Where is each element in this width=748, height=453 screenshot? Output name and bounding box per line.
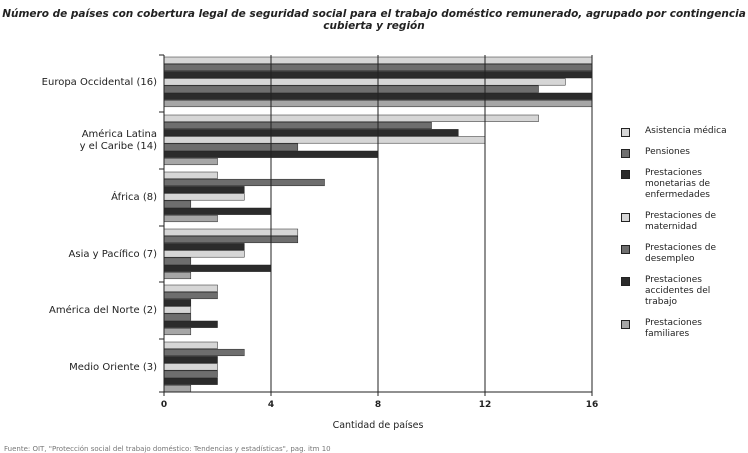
legend-label: Prestaciones de desempleo [645, 243, 717, 264]
x-tick-label: 12 [479, 400, 492, 410]
bar [163, 299, 192, 307]
legend-label: Prestaciones accidentes del trabajo [645, 275, 711, 307]
grid-layer [270, 55, 593, 392]
axis-layer [159, 54, 593, 396]
legend-item: Asistencia médica [621, 126, 745, 137]
bar [163, 271, 192, 280]
legend-item: Prestaciones accidentes del trabajo [621, 275, 745, 308]
bar [163, 291, 218, 300]
legend-label: Prestaciones de maternidad [645, 211, 717, 232]
legend: Asistencia médica Pensiones Prestaciones m… [621, 126, 745, 340]
bar [163, 178, 325, 187]
category-label: Asia y Pacífico (7) [69, 248, 158, 260]
bar [163, 186, 245, 194]
bar [163, 78, 566, 86]
bar [163, 85, 539, 93]
category-label: América del Norte (2) [49, 304, 157, 316]
bar [163, 114, 539, 122]
legend-label: Pensiones [645, 147, 690, 157]
legend-item: Prestaciones de desempleo [621, 243, 745, 265]
category-label: América Latina y el Caribe (14) [80, 128, 158, 152]
legend-item: Prestaciones familiares [621, 318, 745, 340]
source-note: Fuente: OIT, "Protección social del trab… [4, 445, 331, 453]
legend-label: Prestaciones monetarias de enfermedades [645, 168, 711, 200]
chart-title: Número de países con cobertura legal de … [2, 8, 746, 32]
legend-swatch [621, 149, 630, 158]
category-label: Europa Occidental (16) [42, 77, 157, 88]
bar [163, 384, 192, 393]
bar [163, 341, 218, 349]
legend-swatch [621, 320, 630, 329]
legend-swatch [621, 128, 630, 137]
bar [163, 121, 432, 130]
legend-swatch [621, 213, 630, 222]
x-tick-label: 16 [586, 400, 599, 410]
legend-swatch [621, 277, 630, 286]
bar [163, 327, 192, 336]
bar [163, 171, 218, 179]
bar [163, 313, 192, 321]
bar [163, 264, 272, 272]
bar [163, 377, 218, 385]
bar [163, 235, 299, 244]
labels-layer: 0 4 8 12 16 Cantidad de países Europa Occident… [42, 77, 599, 431]
legend-label: Prestaciones familiares [645, 318, 702, 339]
bar [163, 306, 192, 314]
bar [163, 193, 245, 201]
category-label: Medio Oriente (3) [69, 362, 157, 373]
legend-item: Pensiones [621, 147, 745, 158]
legend-item: Prestaciones monetarias de enfermedades [621, 168, 745, 201]
category-label: África (8) [111, 190, 157, 203]
bar [163, 243, 245, 251]
bar [163, 348, 245, 357]
bar [163, 257, 192, 265]
bar [163, 136, 486, 144]
bar [163, 370, 218, 378]
bar [163, 129, 459, 137]
bar [163, 200, 192, 208]
x-tick-label: 4 [268, 400, 274, 410]
x-tick-label: 0 [161, 400, 167, 410]
x-axis-label: Cantidad de países [333, 420, 424, 431]
bar [163, 363, 218, 371]
bar [163, 207, 272, 215]
bar [163, 320, 218, 328]
legend-swatch [621, 170, 630, 179]
bar [163, 250, 245, 258]
x-tick-label: 8 [375, 400, 381, 410]
legend-label: Asistencia médica [645, 126, 727, 136]
bar [163, 143, 299, 151]
legend-item: Prestaciones de maternidad [621, 211, 745, 233]
bar [163, 356, 218, 364]
legend-swatch [621, 245, 630, 254]
bar [163, 214, 218, 223]
bar [163, 228, 299, 236]
bar [163, 157, 218, 166]
bar [163, 284, 218, 292]
